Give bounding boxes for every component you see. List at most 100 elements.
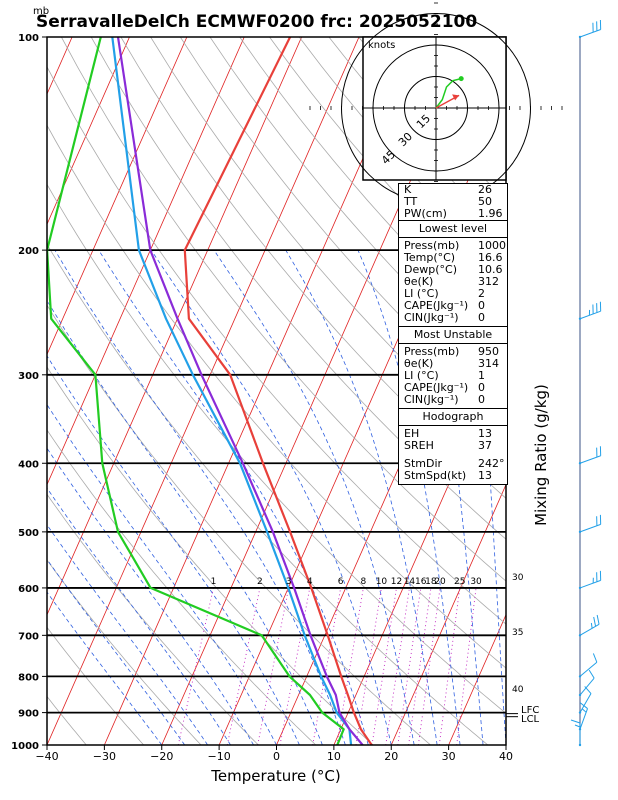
index-row: K 26 — [404, 183, 492, 196]
wind-barb-dot — [578, 317, 582, 320]
adiabat-label: 40 — [512, 685, 524, 695]
wind-barb-shaft — [579, 623, 600, 636]
dry-adiabat — [47, 493, 259, 745]
dry-adiabat — [47, 183, 506, 714]
y-tick-label: 800 — [18, 672, 39, 683]
dewpoint-profile — [47, 37, 345, 745]
moist-adiabat — [98, 249, 369, 745]
isotherm-line — [448, 613, 506, 745]
isotherm-line — [0, 37, 15, 745]
wind-barb-shaft — [579, 523, 601, 533]
wind-barb-shaft — [579, 455, 601, 464]
wind-barb-dot — [578, 586, 582, 590]
wind-barb-shaft — [579, 693, 592, 713]
x-tick-label: 10 — [327, 750, 341, 763]
most-unstable-title: Most Unstable — [399, 327, 507, 344]
isotherm-line — [505, 744, 506, 745]
pressure-unit: mb — [33, 6, 49, 17]
adiabat-label: 35 — [512, 628, 523, 638]
mixing-ratio-line — [226, 587, 261, 745]
wind-barb-shaft — [579, 661, 598, 677]
param-row: CAPE(Jkg⁻¹) 0 — [404, 299, 485, 312]
storm-motion-head — [452, 94, 460, 101]
param-row: StmDir 242° — [404, 457, 505, 470]
wind-barb-shaft — [579, 29, 601, 38]
mixing-ratio-label: 3 — [286, 577, 292, 587]
temperature-profile — [183, 37, 373, 745]
mixing-ratio-line — [257, 587, 290, 745]
dry-adiabat — [47, 695, 87, 745]
indices-panel: K 26 TT 50 PW(cm) 1.96 Lowest level Press(m… — [398, 183, 508, 485]
wetbulb-profile — [111, 37, 353, 745]
param-row: Dewp(°C) 10.6 — [404, 263, 503, 276]
dry-adiabat — [47, 124, 506, 669]
wind-barb-dot — [578, 675, 582, 678]
x-tick-label: −40 — [35, 750, 58, 763]
mixing-ratio-line — [336, 587, 364, 745]
wind-barb-dot — [578, 462, 582, 465]
mixing-ratio-label: 16 — [415, 577, 427, 587]
isotherm-line — [47, 37, 130, 226]
grid-layer — [0, 37, 506, 760]
param-row: LI (°C) 1 — [404, 369, 485, 382]
right-axis-label: Mixing Ratio (g/kg) — [532, 384, 550, 526]
mixing-ratio-label: 20 — [434, 577, 446, 587]
hodograph-unit: knots — [368, 40, 395, 51]
wind-barb-half-feather — [581, 708, 587, 713]
mixing-ratio-line — [177, 587, 214, 745]
wind-barb-half-feather — [590, 622, 593, 629]
lowest-level-section: Lowest level Press(mb) 1000 Temp(°C) 16.6 … — [399, 220, 507, 326]
index-row: TT 50 — [404, 195, 492, 208]
x-tick-label: 40 — [499, 750, 513, 763]
dry-adiabat — [90, 37, 506, 540]
mixing-ratio-label: 4 — [307, 577, 313, 587]
wind-barb-feather — [570, 719, 581, 724]
mixing-ratio-label: 25 — [454, 577, 465, 587]
hodograph-params-title: Hodograph — [399, 409, 507, 426]
param-row: SREH 37 — [404, 439, 492, 452]
moist-adiabat — [357, 249, 461, 745]
wind-barb-feather — [593, 616, 597, 627]
x-tick-label: 30 — [442, 750, 456, 763]
param-row: LI (°C) 2 — [404, 287, 485, 300]
dry-adiabat — [47, 626, 145, 745]
mixing-ratio-label: 6 — [338, 577, 344, 587]
x-tick-label: −10 — [208, 750, 231, 763]
wind-barb-dot — [578, 711, 582, 714]
mixing-ratio-label: 2 — [257, 577, 263, 587]
wind-barb-feather — [592, 653, 598, 663]
x-tick-label: 20 — [384, 750, 398, 763]
param-row: StmSpd(kt) 13 — [404, 469, 492, 482]
wind-barb-half-feather — [574, 724, 581, 728]
x-tick-label: 0 — [273, 750, 280, 763]
y-tick-label: 400 — [18, 459, 39, 470]
param-row: Press(mb) 1000 — [404, 239, 506, 252]
wind-barbs — [570, 19, 602, 747]
y-tick-label: 700 — [18, 631, 39, 642]
dry-adiabat — [61, 37, 506, 582]
mixing-ratio-line — [397, 587, 422, 745]
lcl-label: LCL — [521, 714, 540, 725]
param-row: CAPE(Jkg⁻¹) 0 — [404, 381, 485, 394]
lowest-level-title: Lowest level — [399, 221, 507, 238]
wind-barb-shaft — [579, 310, 601, 320]
wind-barb-dot — [578, 35, 582, 39]
wind-barb-shaft — [579, 677, 595, 696]
hodograph-trace — [435, 77, 462, 109]
moist-adiabat — [47, 355, 300, 745]
mixing-ratio-label: 14 — [404, 577, 416, 587]
dry-adiabat — [0, 37, 41, 760]
hodograph: knots 15 30 45 — [309, 2, 563, 235]
param-row: CIN(Jkg⁻¹) 0 — [404, 311, 485, 324]
moist-adiabat — [285, 249, 438, 745]
isotherm-line — [47, 37, 360, 745]
dry-adiabat — [120, 37, 506, 499]
hodograph-endpoint — [458, 76, 464, 82]
mixing-ratio-line — [312, 587, 342, 745]
param-row: θe(K) 312 — [404, 275, 499, 288]
y-tick-label: 100 — [18, 33, 39, 44]
x-axis-label: Temperature (°C) — [210, 767, 340, 785]
wind-barb-dot — [578, 530, 582, 534]
mixing-ratio-label: 8 — [360, 577, 366, 587]
